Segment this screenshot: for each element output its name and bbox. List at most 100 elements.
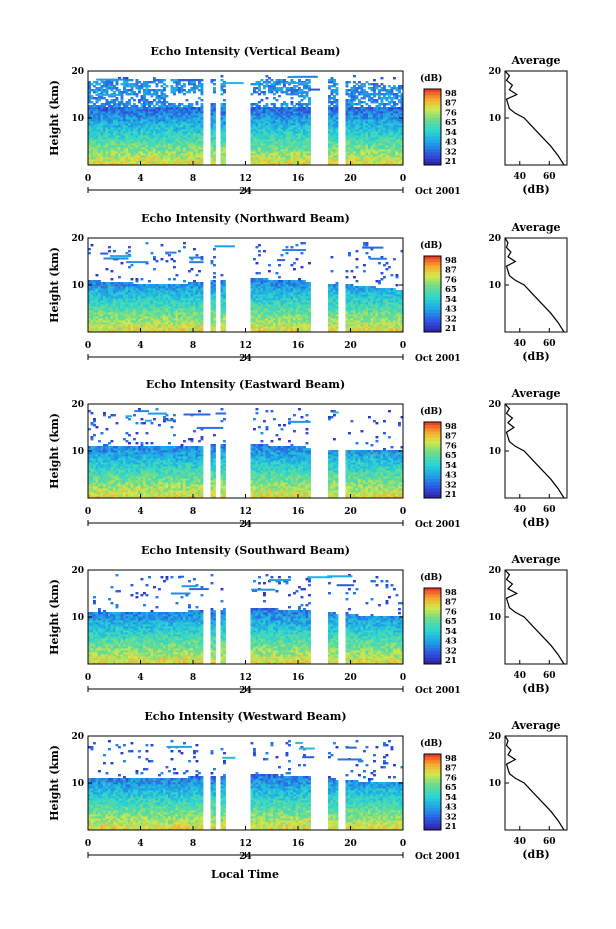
heatmap-cell <box>135 127 139 130</box>
heatmap-cell <box>368 147 371 150</box>
heatmap-cell <box>145 151 149 154</box>
heatmap-cell <box>133 161 136 164</box>
heatmap-cell <box>268 163 271 166</box>
heatmap-cell <box>178 103 181 106</box>
heatmap-cell <box>330 93 334 96</box>
heatmap-cell <box>253 137 256 140</box>
heatmap-cell <box>255 143 259 146</box>
heatmap-cell <box>308 115 311 118</box>
heatmap-cell <box>138 127 141 130</box>
heatmap-cell <box>140 149 144 152</box>
heatmap-cell <box>138 91 141 94</box>
heatmap-cell <box>258 149 261 152</box>
heatmap-cell <box>100 131 104 134</box>
heatmap-cell <box>145 137 149 140</box>
heatmap-cell <box>178 131 181 134</box>
heatmap-cell <box>103 91 106 94</box>
heatmap-cell <box>128 149 131 152</box>
heatmap-cell <box>330 109 334 112</box>
heatmap-cell <box>90 157 94 160</box>
heatmap-cell <box>290 103 294 106</box>
heatmap-cell <box>195 101 199 104</box>
heatmap-cell <box>255 133 259 136</box>
heatmap-cell <box>255 121 259 124</box>
heatmap-cell <box>185 137 189 140</box>
heatmap-cell <box>363 149 366 152</box>
heatmap-cell <box>270 125 274 128</box>
heatmap-cell <box>298 131 301 134</box>
heatmap-cell <box>285 127 289 130</box>
heatmap-cell <box>140 121 144 124</box>
heatmap-cell <box>185 125 189 128</box>
heatmap-cell <box>173 115 176 118</box>
heatmap-cell <box>305 139 309 142</box>
heatmap-cell <box>263 91 266 94</box>
heatmap-cell <box>155 133 159 136</box>
heatmap-cell <box>145 135 149 138</box>
heatmap-cell <box>173 161 176 164</box>
heatmap-cell <box>210 121 214 124</box>
colorbar-segment <box>424 158 441 163</box>
heatmap-cell <box>360 141 364 144</box>
heatmap-cell <box>275 159 279 162</box>
heatmap-cell <box>113 282 116 285</box>
heatmap-cell <box>103 143 106 146</box>
heatmap-cell <box>308 155 311 158</box>
heatmap-cell <box>123 79 126 82</box>
heatmap-cell <box>285 153 289 156</box>
heatmap-cell <box>330 115 334 118</box>
heatmap-cell <box>125 111 129 114</box>
heatmap-cell <box>88 141 91 144</box>
heatmap-cell <box>143 95 146 98</box>
heatmap-cell <box>255 91 259 94</box>
heatmap-cell <box>118 105 121 108</box>
heatmap-cell <box>135 147 139 150</box>
heatmap-cell <box>180 141 184 144</box>
heatmap-cell <box>328 149 331 152</box>
heatmap-cell <box>113 95 116 98</box>
heatmap-cell <box>285 131 289 134</box>
heatmap-cell <box>350 143 354 146</box>
heatmap-cell <box>155 95 159 98</box>
heatmap-cell <box>333 101 336 104</box>
heatmap-cell <box>288 151 291 154</box>
heatmap-cell <box>383 93 386 96</box>
heatmap-cell <box>115 127 119 130</box>
heatmap-cell <box>335 161 339 164</box>
heatmap-cell <box>263 117 266 120</box>
heatmap-cell <box>133 159 136 162</box>
heatmap-cell <box>195 107 199 110</box>
heatmap-cell <box>198 133 201 136</box>
heatmap-cell <box>268 81 271 84</box>
heatmap-cell <box>148 139 151 142</box>
heatmap-cell <box>263 81 266 84</box>
heatmap-cell <box>280 133 284 136</box>
heatmap-cell <box>95 141 99 144</box>
heatmap-cell <box>280 163 284 166</box>
heatmap-cell <box>135 85 139 88</box>
heatmap-cell <box>135 153 139 156</box>
heatmap-cell <box>268 77 271 80</box>
heatmap-cell <box>360 83 364 86</box>
heatmap-cell <box>173 117 176 120</box>
heatmap-cell <box>328 133 331 136</box>
heatmap-cell <box>263 161 266 164</box>
heatmap-cell <box>213 119 216 122</box>
heatmap-cell <box>108 109 111 112</box>
heatmap-cell <box>220 137 224 140</box>
heatmap-cell <box>175 81 179 84</box>
heatmap-cell <box>113 133 116 136</box>
heatmap-cell <box>278 139 281 142</box>
heatmap-cell <box>363 117 366 120</box>
heatmap-cell <box>213 155 216 158</box>
heatmap-cell <box>348 93 351 96</box>
heatmap-cell <box>155 163 159 166</box>
heatmap-cell <box>350 147 354 150</box>
heatmap-cell <box>188 153 191 156</box>
heatmap-cell <box>273 97 276 100</box>
heatmap-cell <box>183 119 186 122</box>
heatmap-cell <box>188 103 191 106</box>
heatmap-cell <box>190 121 194 124</box>
heatmap-cell <box>330 123 334 126</box>
heatmap-cell <box>148 131 151 134</box>
